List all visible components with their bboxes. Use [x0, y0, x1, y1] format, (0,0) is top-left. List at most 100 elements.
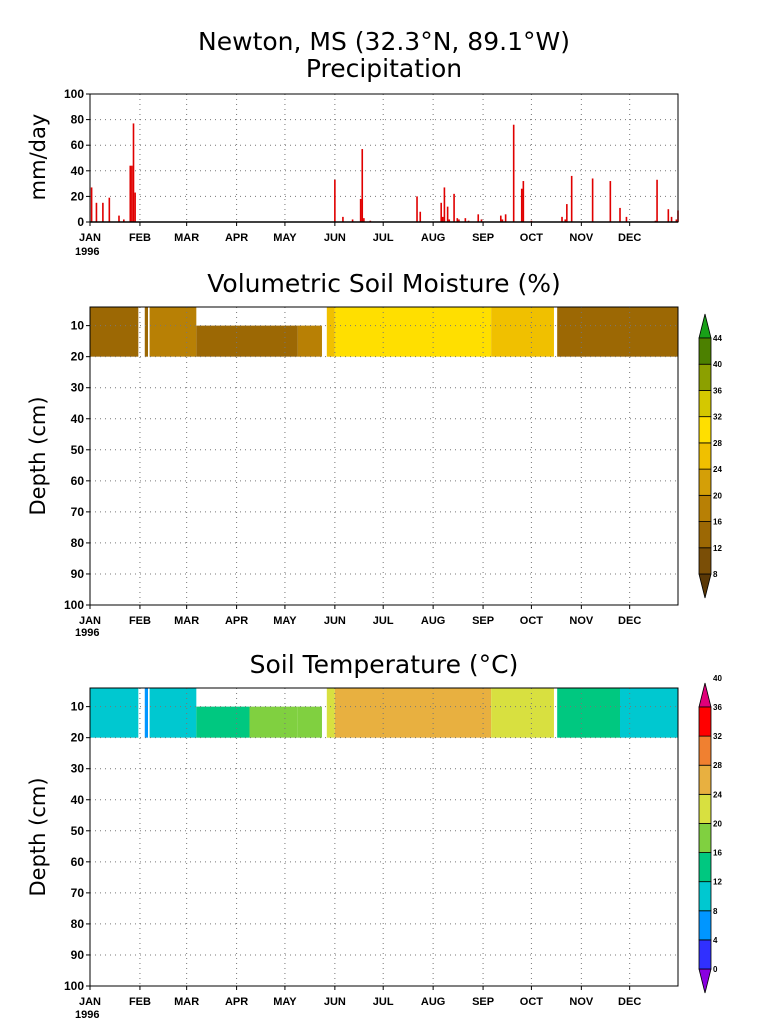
moisture-month-label: JUN — [324, 615, 346, 627]
temperature-month-label: JUL — [373, 996, 394, 1008]
moisture-cell — [491, 307, 554, 357]
precip-bar — [129, 165, 132, 222]
precip-bar — [342, 216, 344, 222]
precip-month-label: SEP — [472, 232, 494, 244]
moisture-ytick-label: 30 — [71, 381, 85, 395]
moisture-colorbar-top-arrow — [698, 313, 712, 339]
precip-bar — [334, 179, 336, 222]
precip-month-label: NOV — [569, 232, 594, 244]
moisture-ylabel: Depth (cm) — [26, 396, 50, 515]
temperature-cell — [491, 688, 554, 738]
moisture-cell — [90, 307, 139, 357]
moisture-ytick-label: 80 — [71, 536, 85, 550]
temperature-month-label: JAN — [79, 996, 101, 1008]
precip-frame — [89, 93, 679, 223]
temperature-month-label: APR — [225, 996, 248, 1008]
temperature-colorbar: 0 4 8 12 16 20 24 28 32 36 40 — [698, 674, 722, 994]
temperature-colorbar-swatch — [698, 910, 712, 941]
temperature-ytick-label: 100 — [64, 979, 84, 993]
temperature-cell — [90, 688, 139, 738]
temperature-cell — [196, 706, 250, 738]
temperature-month-label: OCT — [520, 996, 544, 1008]
temperature-colorbar-swatch — [698, 823, 712, 853]
precip-month-label: DEC — [618, 232, 641, 244]
precip-bar — [458, 219, 460, 222]
precip-ytick-label: 0 — [77, 215, 84, 229]
moisture-ytick-label: 50 — [71, 443, 85, 457]
temperature-colorbar-swatch — [698, 706, 712, 737]
precip-ytick-label: 100 — [64, 87, 84, 101]
moisture-colorbar-label: 32 — [713, 413, 722, 422]
moisture-colorbar-bottom-arrow — [698, 573, 712, 599]
temperature-colorbar-swatch — [698, 939, 712, 970]
precip-month-label: AUG — [421, 232, 445, 244]
temperature-month-label: NOV — [569, 996, 594, 1008]
precip-bar — [561, 216, 563, 222]
precip-month-label: MAR — [174, 232, 199, 244]
temperature-colorbar-label: 32 — [713, 732, 722, 741]
precip-bar — [504, 214, 507, 222]
precip-bar — [570, 175, 573, 222]
moisture-colorbar-label: 40 — [713, 360, 722, 369]
precip-bar — [123, 219, 125, 222]
temperature-month-label: AUG — [421, 996, 445, 1008]
precip-year-label: 1996 — [75, 246, 99, 258]
precip-ylabel: mm/day — [26, 114, 50, 201]
precip-ytick-label: 60 — [71, 138, 85, 152]
temperature-ytick-label: 60 — [71, 855, 85, 869]
precip-bar — [446, 206, 449, 222]
moisture-month-label: JAN — [79, 615, 101, 627]
precip-bar — [95, 202, 98, 222]
moisture-month-label: NOV — [569, 615, 594, 627]
moisture-ytick-label: 40 — [71, 412, 85, 426]
precip-ytick-label: 80 — [71, 113, 85, 127]
moisture-cell — [297, 325, 322, 357]
precip-bar — [609, 181, 612, 222]
moisture-cell — [326, 307, 335, 357]
precip-bar — [656, 179, 658, 222]
precip-bar — [499, 215, 502, 222]
temperature-cell — [297, 706, 322, 738]
precip-title: Precipitation — [306, 54, 462, 83]
temperature-month-label: MAY — [273, 996, 297, 1008]
moisture-colorbar: 8 12 16 20 24 28 32 36 40 44 — [698, 313, 722, 599]
moisture-ytick-label: 70 — [71, 505, 85, 519]
temperature-ytick-label: 80 — [71, 917, 85, 931]
precip-bar — [591, 178, 594, 222]
moisture-month-label: JUL — [373, 615, 394, 627]
moisture-colorbar-label: 44 — [713, 334, 722, 343]
moisture-cell — [144, 307, 148, 357]
moisture-colorbar-label: 28 — [713, 439, 722, 448]
precip-bar — [625, 216, 628, 222]
precip-bar — [443, 187, 446, 222]
precip-bar — [448, 219, 451, 222]
moisture-ytick-label: 90 — [71, 567, 85, 581]
precip-bar — [667, 209, 670, 222]
precip-bar — [456, 218, 459, 222]
precip-plot-area — [90, 94, 678, 222]
temperature-colorbar-label: 40 — [713, 674, 722, 683]
temperature-colorbar-top-arrow — [698, 682, 712, 708]
moisture-ytick-label: 60 — [71, 474, 85, 488]
moisture-colorbar-swatch — [698, 337, 712, 365]
moisture-colorbar-swatch — [698, 494, 712, 522]
temperature-title: Soil Temperature (°C) — [250, 650, 519, 679]
precip-bar — [416, 196, 418, 222]
precip-bar — [477, 214, 480, 222]
temperature-cell — [149, 688, 197, 738]
moisture-month-label: MAR — [174, 615, 199, 627]
temperature-colorbar-label: 0 — [713, 965, 718, 974]
precip-bar — [132, 123, 135, 222]
temperature-colorbar-label: 28 — [713, 761, 722, 770]
moisture-colorbar-label: 24 — [713, 465, 722, 474]
temperature-frame — [89, 687, 679, 987]
temperature-ytick-label: 70 — [71, 886, 85, 900]
precip-bar — [566, 204, 568, 222]
temperature-ylabel: Depth (cm) — [26, 777, 50, 896]
temperature-colorbar-label: 4 — [713, 936, 718, 945]
temperature-ytick-label: 90 — [71, 948, 85, 962]
precip-month-label: JUL — [373, 232, 394, 244]
precip-ytick-label: 40 — [71, 164, 85, 178]
temperature-colorbar-label: 8 — [713, 907, 718, 916]
